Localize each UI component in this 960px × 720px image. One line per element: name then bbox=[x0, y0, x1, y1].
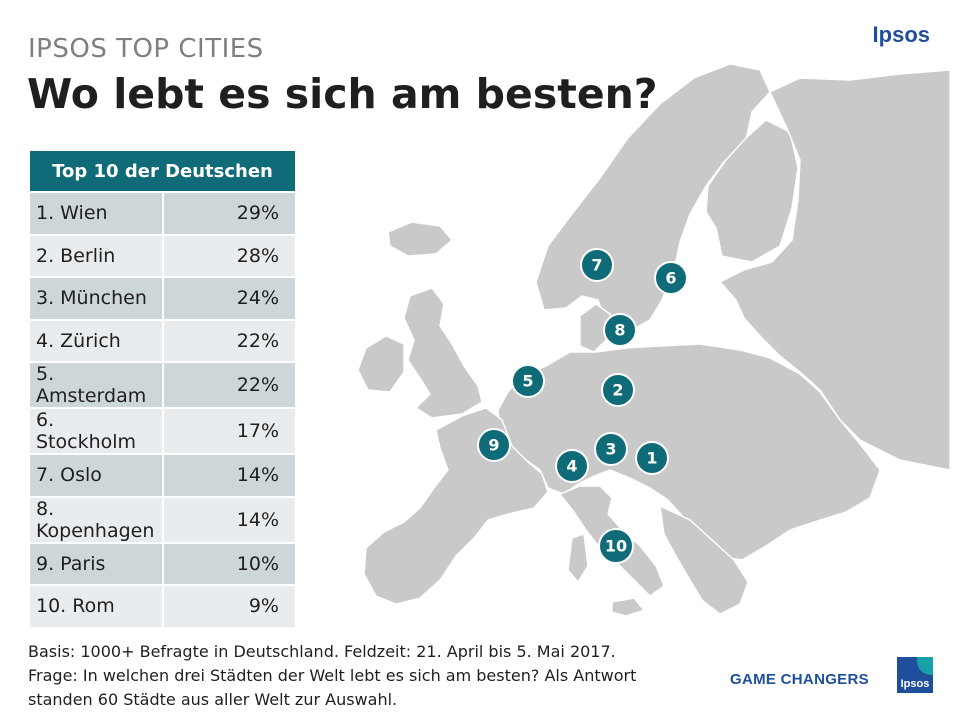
percent-cell: 29% bbox=[161, 191, 297, 236]
svg-text:10: 10 bbox=[605, 537, 627, 556]
marker-kopenhagen: 8 bbox=[603, 313, 637, 347]
city-cell: 5. Amsterdam bbox=[28, 361, 164, 409]
percent-cell: 24% bbox=[161, 276, 297, 321]
marker-berlin: 2 bbox=[601, 373, 635, 407]
ipsos-brand-text: Ipsos bbox=[872, 22, 930, 47]
svg-text:5: 5 bbox=[522, 372, 533, 391]
balkans-shape bbox=[659, 504, 749, 615]
city-cell: 10. Rom bbox=[28, 584, 164, 629]
footer-basis: Basis: 1000+ Befragte in Deutschland. Fe… bbox=[28, 642, 616, 661]
table-row: 9. Paris 10% bbox=[28, 541, 297, 586]
city-cell: 3. München bbox=[28, 276, 164, 321]
sicily-shape bbox=[611, 597, 646, 617]
eastern-europe-shape bbox=[718, 69, 951, 471]
table-row: 8. Kopenhagen 14% bbox=[28, 495, 297, 544]
percent-cell: 14% bbox=[161, 495, 297, 544]
svg-text:7: 7 bbox=[591, 256, 602, 275]
city-cell: 1. Wien bbox=[28, 191, 164, 236]
svg-text:8: 8 bbox=[614, 321, 625, 340]
marker-paris: 9 bbox=[477, 428, 511, 462]
city-cell: 9. Paris bbox=[28, 541, 164, 586]
land-shapes bbox=[357, 63, 951, 617]
footer-notes: Basis: 1000+ Befragte in Deutschland. Fe… bbox=[28, 640, 688, 712]
marker-muenchen: 3 bbox=[594, 432, 628, 466]
svg-text:9: 9 bbox=[488, 436, 499, 455]
table-row: 2. Berlin 28% bbox=[28, 233, 297, 278]
marker-rom: 10 bbox=[598, 528, 634, 564]
city-markers: 1 2 3 4 5 6 7 8 9 10 bbox=[477, 248, 688, 564]
marker-wien: 1 bbox=[635, 441, 669, 475]
percent-cell: 17% bbox=[161, 407, 297, 455]
game-changers-tagline: GAME CHANGERS bbox=[730, 671, 869, 688]
table-row: 6. Stockholm 17% bbox=[28, 407, 297, 455]
city-cell: 6. Stockholm bbox=[28, 407, 164, 455]
percent-cell: 22% bbox=[161, 318, 297, 363]
table-row: 5. Amsterdam 22% bbox=[28, 361, 297, 409]
percent-cell: 14% bbox=[161, 453, 297, 498]
table-row: 4. Zürich 22% bbox=[28, 318, 297, 363]
percent-cell: 22% bbox=[161, 361, 297, 409]
percent-cell: 10% bbox=[161, 541, 297, 586]
table-row: 7. Oslo 14% bbox=[28, 453, 297, 498]
ireland-shape bbox=[357, 335, 405, 393]
iceland-shape bbox=[387, 221, 453, 257]
ipsos-logo: Ipsos bbox=[897, 657, 933, 693]
sardinia-shape bbox=[567, 533, 589, 584]
city-cell: 8. Kopenhagen bbox=[28, 495, 164, 544]
britain-shape bbox=[403, 287, 483, 419]
page-title: Wo lebt es sich am besten? bbox=[27, 70, 658, 118]
table-row: 1. Wien 29% bbox=[28, 191, 297, 236]
svg-text:1: 1 bbox=[646, 449, 657, 468]
europe-map: 1 2 3 4 5 6 7 8 9 10 bbox=[357, 63, 951, 617]
page-kicker: IPSOS TOP CITIES bbox=[28, 34, 264, 64]
marker-oslo: 7 bbox=[580, 248, 614, 282]
table-header: Top 10 der Deutschen bbox=[28, 149, 297, 193]
logo-wedge bbox=[917, 657, 933, 675]
marker-stockholm: 6 bbox=[654, 261, 688, 295]
logo-text: Ipsos bbox=[900, 678, 930, 690]
footer-question: Frage: In welchen drei Städten der Welt … bbox=[28, 666, 637, 685]
city-cell: 2. Berlin bbox=[28, 233, 164, 278]
svg-text:4: 4 bbox=[566, 457, 577, 476]
svg-text:2: 2 bbox=[612, 381, 623, 400]
marker-amsterdam: 5 bbox=[511, 364, 545, 398]
percent-cell: 28% bbox=[161, 233, 297, 278]
svg-text:6: 6 bbox=[665, 269, 676, 288]
city-cell: 7. Oslo bbox=[28, 453, 164, 498]
table-row: 10. Rom 9% bbox=[28, 584, 297, 629]
svg-text:3: 3 bbox=[605, 440, 616, 459]
city-cell: 4. Zürich bbox=[28, 318, 164, 363]
footer-question-cont: standen 60 Städte aus aller Welt zur Aus… bbox=[28, 690, 398, 709]
marker-zuerich: 4 bbox=[555, 449, 589, 483]
top-cities-table: Top 10 der Deutschen 1. Wien 29% 2. Berli… bbox=[28, 149, 297, 629]
table-row: 3. München 24% bbox=[28, 276, 297, 321]
percent-cell: 9% bbox=[161, 584, 297, 629]
finland-shape bbox=[705, 119, 799, 263]
